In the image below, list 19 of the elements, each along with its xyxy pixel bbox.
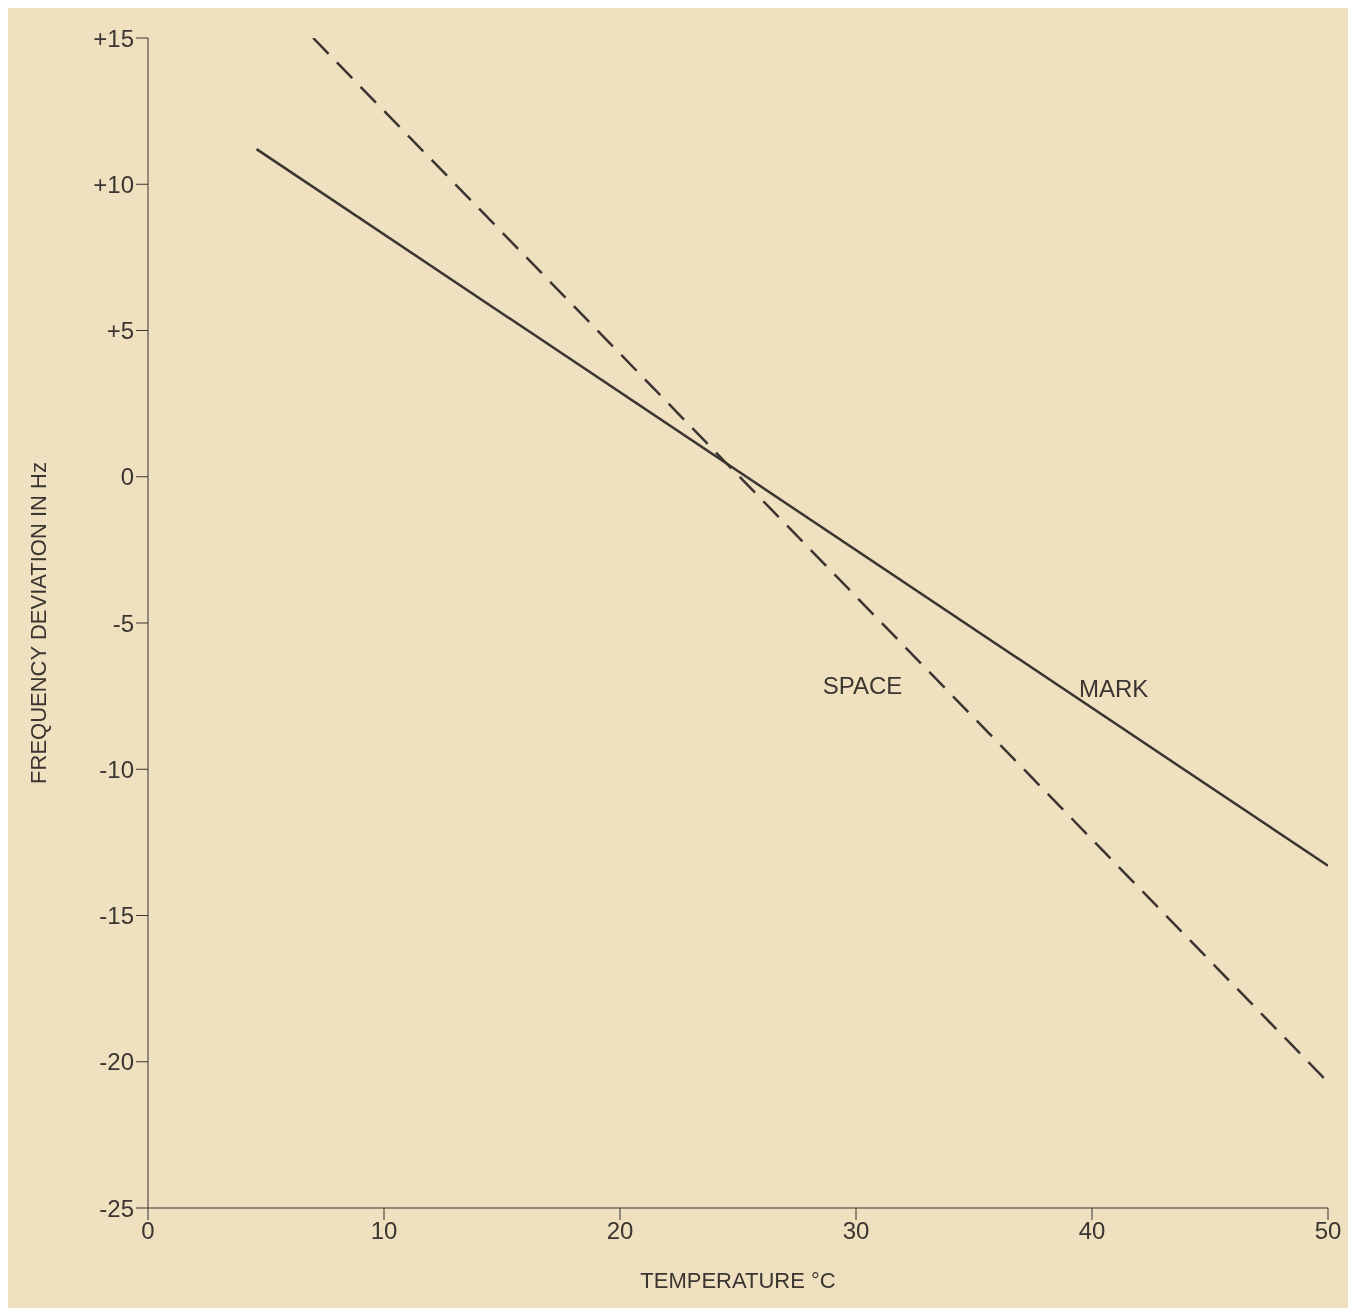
x-axis-title: TEMPERATURE °C [640, 1268, 836, 1293]
y-tick-label: -20 [99, 1048, 134, 1076]
x-tick-label: 0 [141, 1217, 155, 1245]
y-axis-title: FREQUENCY DEVIATION IN Hz [25, 462, 51, 784]
y-tick-label: 0 [120, 463, 134, 491]
x-tick-label: 30 [842, 1217, 870, 1245]
y-tick-label: -15 [99, 902, 134, 930]
x-tick-label: 10 [370, 1217, 398, 1245]
y-tick-label: +10 [93, 170, 134, 198]
y-tick-label: -25 [99, 1194, 134, 1222]
y-tick-label: -5 [112, 609, 134, 637]
y-tick-label: +15 [93, 24, 134, 52]
series-label: SPACE [822, 671, 903, 699]
x-tick-label: 50 [1314, 1217, 1342, 1245]
x-tick-label: 40 [1078, 1217, 1106, 1245]
x-tick-label: 20 [606, 1217, 634, 1245]
y-tick-label: +5 [106, 317, 134, 345]
y-tick-label: -10 [99, 755, 134, 783]
series-label: MARK [1079, 675, 1149, 703]
